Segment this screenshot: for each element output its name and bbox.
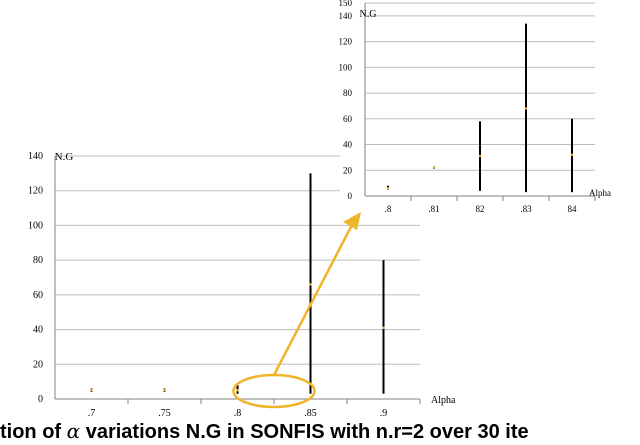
range-midpoint bbox=[90, 389, 93, 392]
y-tick-label: 100 bbox=[28, 220, 43, 231]
x-tick-label: 82 bbox=[476, 204, 485, 214]
range-midpoint bbox=[163, 389, 166, 392]
figure-caption: tion of α variations N.G in SONFIS with … bbox=[0, 418, 640, 445]
range-midpoint bbox=[386, 187, 390, 190]
y-tick-label: 40 bbox=[33, 325, 43, 336]
x-tick-label: .7 bbox=[88, 408, 96, 419]
caption-suffix: variations N.G in SONFIS with n.r=2 over… bbox=[80, 421, 529, 443]
highlight-annotation bbox=[232, 212, 361, 409]
range-midpoint bbox=[382, 326, 385, 330]
caption-prefix: tion of bbox=[0, 421, 67, 443]
y-tick-label: 0 bbox=[348, 191, 353, 201]
x-tick-label: .85 bbox=[304, 408, 317, 419]
x-tick-label: .75 bbox=[158, 408, 171, 419]
range-midpoint bbox=[524, 107, 528, 110]
y-tick-label: 140 bbox=[28, 151, 43, 162]
inset-chart: 0 20 40 60 80 100 120 140 150 .8 .81 82 .83 84 Alpha N.… bbox=[339, 0, 640, 218]
highlight-arrow-line bbox=[272, 220, 356, 376]
y-axis-label: N.G bbox=[55, 151, 74, 163]
range-midpoint bbox=[236, 389, 239, 392]
range-midpoint bbox=[478, 154, 482, 158]
y-tick-label: 0 bbox=[38, 394, 43, 405]
y-tick-label: 120 bbox=[28, 186, 43, 197]
x-axis-label: Alpha bbox=[589, 188, 611, 198]
range-midpoint bbox=[309, 283, 312, 286]
y-tick-label: 120 bbox=[339, 37, 353, 47]
x-tick-label: .83 bbox=[520, 204, 532, 214]
y-tick-label: 150 bbox=[339, 0, 353, 8]
y-tick-label: 60 bbox=[343, 114, 353, 124]
x-tick-label: .9 bbox=[380, 408, 388, 419]
x-axis-label: Alpha bbox=[431, 395, 456, 406]
y-tick-label: 80 bbox=[33, 255, 43, 266]
y-tick-label: 20 bbox=[33, 359, 43, 370]
x-tick-label: .8 bbox=[234, 408, 242, 419]
caption-alpha-symbol: α bbox=[66, 419, 81, 443]
y-tick-label: 100 bbox=[339, 62, 353, 72]
y-tick-label: 140 bbox=[339, 11, 353, 21]
y-tick-label: 20 bbox=[343, 165, 353, 175]
x-tick-label: 84 bbox=[568, 204, 578, 214]
x-tick-label: .81 bbox=[428, 204, 439, 214]
range-midpoint bbox=[570, 153, 574, 157]
y-tick-label: 40 bbox=[343, 140, 353, 150]
y-tick-label: 60 bbox=[33, 290, 43, 301]
x-tick-label: .8 bbox=[385, 204, 392, 214]
y-axis-label: N.G bbox=[360, 9, 377, 20]
inset-background bbox=[340, 0, 640, 218]
y-tick-label: 80 bbox=[343, 88, 353, 98]
highlight-arrowhead bbox=[343, 212, 361, 230]
range-midpoint bbox=[432, 166, 436, 169]
